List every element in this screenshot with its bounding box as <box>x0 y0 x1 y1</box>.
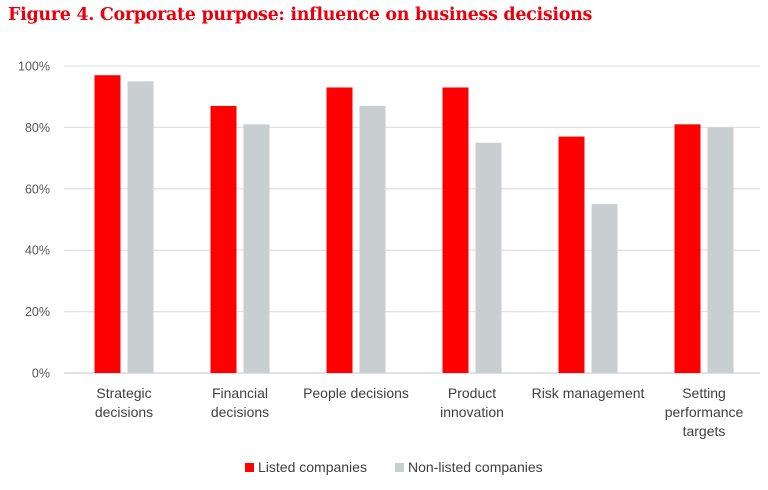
bar-non-listed <box>591 204 618 373</box>
x-category-label: Risk management <box>532 385 645 401</box>
bar-listed <box>674 124 701 373</box>
x-category-label: Setting performance targets <box>665 385 744 439</box>
y-tick-label: 60% <box>25 182 50 196</box>
x-category-label: Financial decisions <box>211 385 269 420</box>
bar-listed <box>94 75 121 374</box>
y-tick-label: 100% <box>18 60 50 74</box>
y-tick-label: 80% <box>25 121 50 135</box>
bar-listed <box>442 87 469 374</box>
legend-swatch <box>395 463 404 472</box>
bar-non-listed <box>707 127 734 374</box>
bar-non-listed <box>243 124 270 373</box>
legend-swatch <box>245 463 254 472</box>
y-tick-label: 40% <box>25 244 50 258</box>
x-category-label: Strategic decisions <box>95 385 153 420</box>
bar-non-listed <box>475 142 502 373</box>
y-tick-label: 20% <box>25 305 50 319</box>
chart-title: Figure 4. Corporate purpose: influence o… <box>8 5 593 25</box>
bar-non-listed <box>127 81 154 373</box>
bar-listed <box>326 87 353 374</box>
bar-listed <box>558 136 585 373</box>
legend-label: Non-listed companies <box>408 459 543 475</box>
bar-listed <box>210 105 237 373</box>
y-tick-label: 0% <box>32 367 50 381</box>
legend-label: Listed companies <box>258 459 367 475</box>
x-category-label: People decisions <box>303 385 409 401</box>
x-category-label: Product innovation <box>440 385 504 420</box>
bar-non-listed <box>359 105 386 373</box>
